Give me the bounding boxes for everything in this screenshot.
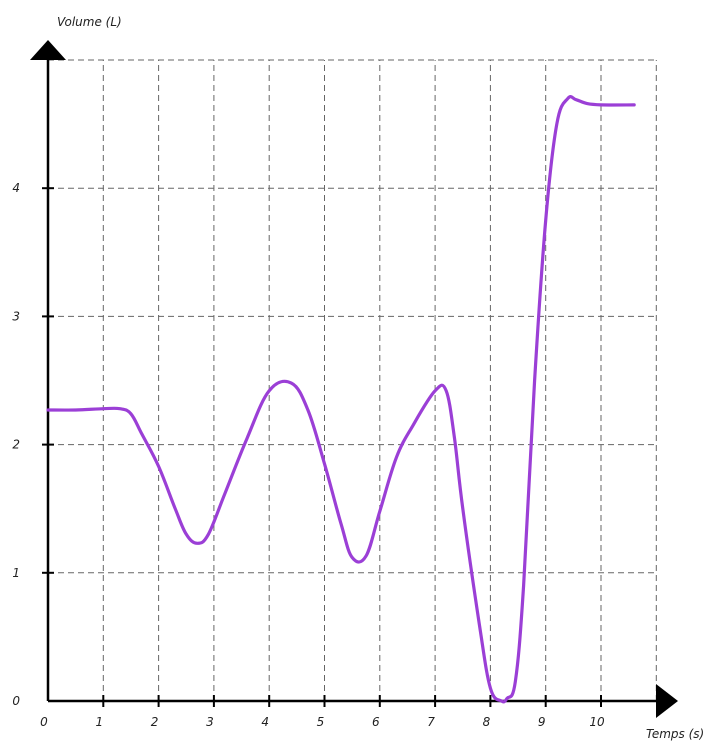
x-tick-label: 1 — [95, 715, 103, 729]
x-tick-label: 4 — [261, 715, 269, 729]
x-tick-label: 5 — [317, 715, 325, 729]
x-tick-label: 10 — [589, 715, 605, 729]
y-axis-arrow-icon — [30, 40, 66, 60]
y-tick-label: 3 — [12, 309, 20, 323]
tick-labels: 0 1 2 3 4 5 6 7 8 9 10 0 1 2 3 4 — [12, 181, 605, 729]
y-tick-label: 4 — [12, 181, 20, 195]
x-tick-label: 7 — [427, 715, 435, 729]
y-axis-label: Volume (L) — [57, 15, 122, 29]
grid-lines — [48, 60, 656, 701]
x-axis-label: Temps (s) — [646, 727, 704, 741]
y-tick-label: 1 — [12, 566, 20, 580]
x-tick-label: 9 — [538, 715, 546, 729]
volume-series-line — [48, 97, 634, 702]
x-tick-label: 6 — [372, 715, 380, 729]
x-tick-label: 8 — [483, 715, 491, 729]
axes — [30, 40, 678, 718]
x-axis-arrow-icon — [656, 684, 678, 718]
x-tick-label: 2 — [151, 715, 159, 729]
x-tick-label: 3 — [206, 715, 214, 729]
y-tick-label: 0 — [12, 694, 20, 708]
x-tick-label: 0 — [40, 715, 48, 729]
y-tick-label: 2 — [12, 438, 20, 452]
